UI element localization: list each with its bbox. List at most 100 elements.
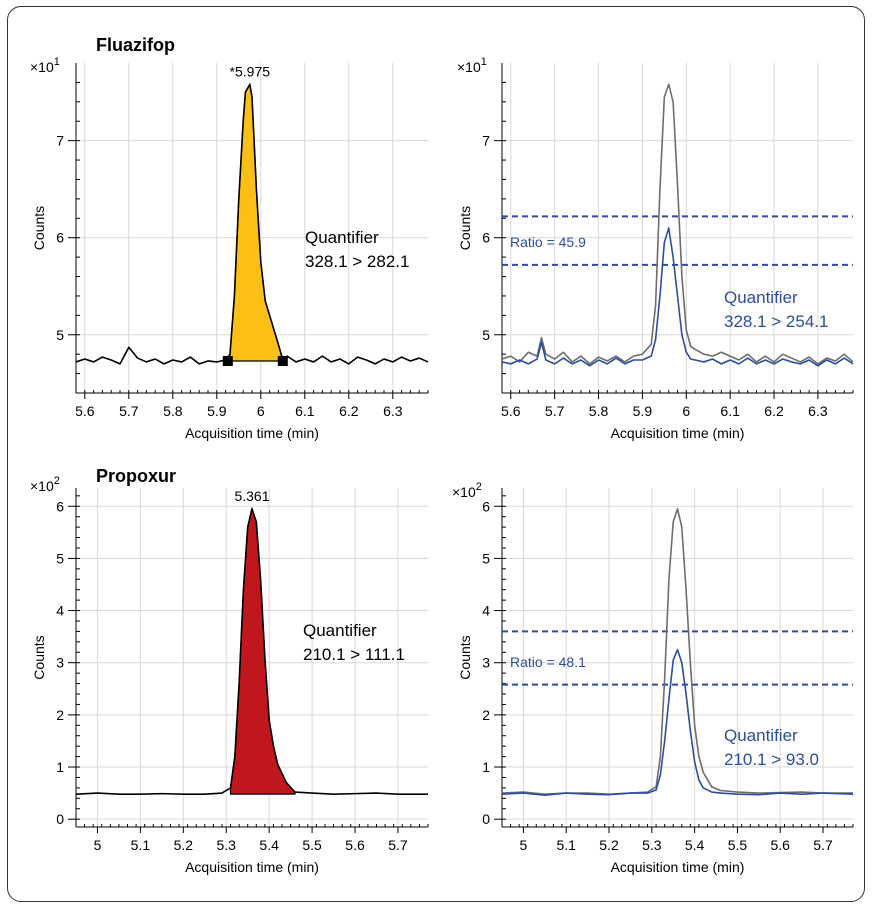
y-multiplier-exponent: 1 <box>54 56 60 68</box>
quantifier-label: Quantifier <box>724 726 798 745</box>
peak-label: 5.361 <box>234 488 269 504</box>
x-tick-label: 6.2 <box>339 403 359 419</box>
y-tick-label: 5 <box>482 550 490 566</box>
x-tick-label: 5.7 <box>813 837 833 853</box>
chart-panel-4: 5 5.1 5.2 5.3 5.4 5.5 5.6 5.7 0 1 2 3 4 5 6 Acquisition… <box>452 481 854 875</box>
peak-label: *5.975 <box>230 63 271 79</box>
x-tick-label: 6 <box>257 403 265 419</box>
x-tick-label: 6.3 <box>808 403 828 419</box>
transition-label: 328.1 > 282.1 <box>305 252 409 271</box>
x-tick-label: 5.9 <box>207 403 227 419</box>
y-multiplier: ×101 <box>30 56 60 75</box>
y-axis-label: Counts <box>457 635 473 679</box>
panel-title: Fluazifop <box>96 35 175 55</box>
y-multiplier-exponent: 2 <box>54 475 60 487</box>
y-multiplier: ×102 <box>30 475 60 494</box>
figure-frame <box>7 6 865 902</box>
x-tick-label: 5.3 <box>642 837 662 853</box>
x-axis-label: Acquisition time (min) <box>611 859 745 875</box>
x-tick-label: 5.5 <box>302 837 322 853</box>
x-tick-label: 5.1 <box>131 837 151 853</box>
x-tick-label: 5.6 <box>345 837 365 853</box>
x-tick-label: 6.2 <box>764 403 784 419</box>
y-multiplier-base: ×10 <box>457 59 481 75</box>
x-tick-label: 5.6 <box>75 403 95 419</box>
x-axis-label: Acquisition time (min) <box>611 425 745 441</box>
y-tick-label: 0 <box>56 811 64 827</box>
y-tick-label: 1 <box>56 759 64 775</box>
x-tick-label: 5 <box>94 837 102 853</box>
y-multiplier-exponent: 1 <box>481 56 487 68</box>
x-tick-label: 5.2 <box>174 837 194 853</box>
series-line-2 <box>501 648 854 796</box>
x-tick-label: 5 <box>520 837 528 853</box>
quantifier-label: Quantifier <box>303 621 377 640</box>
y-tick-label: 6 <box>56 498 64 514</box>
y-tick-label: 5 <box>482 327 490 343</box>
x-tick-label: 5.9 <box>633 403 653 419</box>
x-tick-label: 5.5 <box>728 837 748 853</box>
y-tick-label: 5 <box>56 327 64 343</box>
x-tick-label: 5.7 <box>119 403 139 419</box>
series-line-1 <box>75 83 429 365</box>
y-tick-label: 6 <box>482 498 490 514</box>
chart-panel-1: 5.6 5.7 5.8 5.9 6 6.1 6.2 6.3 5 6 7 Acquisition tim… <box>30 35 429 441</box>
x-tick-label: 5.6 <box>770 837 790 853</box>
series-line-1 <box>501 83 854 365</box>
ratio-label: Ratio = 48.1 <box>510 654 586 670</box>
y-multiplier: ×102 <box>452 481 482 500</box>
y-axis-label: Counts <box>457 206 473 250</box>
panel-title: Propoxur <box>96 466 176 486</box>
y-tick-label: 4 <box>482 603 490 619</box>
x-tick-label: 6.3 <box>383 403 403 419</box>
quantifier-label: Quantifier <box>305 228 379 247</box>
y-tick-label: 7 <box>56 133 64 149</box>
chart-panel-3: 5 5.1 5.2 5.3 5.4 5.5 5.6 5.7 0 1 2 3 4 5 6 Acquisition… <box>30 466 429 875</box>
y-multiplier: ×101 <box>457 56 487 75</box>
transition-label: 210.1 > 111.1 <box>303 645 405 664</box>
transition-label: 328.1 > 254.1 <box>724 312 828 331</box>
y-tick-label: 0 <box>482 811 490 827</box>
chart-panel-2: 5.6 5.7 5.8 5.9 6 6.1 6.2 6.3 5 6 7 Acquisition tim… <box>457 56 854 441</box>
x-tick-label: 5.4 <box>259 837 279 853</box>
integration-end-marker <box>277 355 288 366</box>
x-axis-label: Acquisition time (min) <box>185 425 319 441</box>
y-tick-label: 1 <box>482 759 490 775</box>
y-tick-label: 6 <box>482 230 490 246</box>
x-tick-label: 5.1 <box>556 837 576 853</box>
y-tick-label: 3 <box>482 655 490 671</box>
integrated-peak-area <box>226 82 284 362</box>
x-axis-label: Acquisition time (min) <box>185 859 319 875</box>
integration-start-marker <box>222 355 233 366</box>
x-tick-label: 6 <box>682 403 690 419</box>
series-line-2 <box>501 227 854 367</box>
x-tick-label: 5.6 <box>501 403 521 419</box>
x-tick-label: 5.7 <box>388 837 408 853</box>
y-tick-label: 6 <box>56 230 64 246</box>
y-tick-label: 2 <box>56 707 64 723</box>
y-tick-label: 4 <box>56 603 64 619</box>
y-tick-label: 3 <box>56 655 64 671</box>
y-multiplier-base: ×10 <box>30 478 54 494</box>
y-axis-label: Counts <box>31 635 47 679</box>
y-multiplier-exponent: 2 <box>476 481 482 493</box>
x-tick-label: 5.4 <box>685 837 705 853</box>
y-multiplier-base: ×10 <box>452 484 476 500</box>
transition-label: 210.1 > 93.0 <box>724 750 819 769</box>
y-tick-label: 5 <box>56 550 64 566</box>
ratio-label: Ratio = 45.9 <box>510 234 586 250</box>
y-tick-label: 2 <box>482 707 490 723</box>
series-line-1 <box>75 508 428 795</box>
x-tick-label: 5.3 <box>217 837 237 853</box>
y-tick-label: 7 <box>482 133 490 149</box>
y-axis-label: Counts <box>31 206 47 250</box>
x-tick-label: 5.7 <box>545 403 565 419</box>
x-tick-label: 6.1 <box>295 403 315 419</box>
x-tick-label: 5.8 <box>163 403 183 419</box>
x-tick-label: 6.1 <box>720 403 740 419</box>
quantifier-label: Quantifier <box>724 288 798 307</box>
x-tick-label: 5.8 <box>589 403 609 419</box>
y-multiplier-base: ×10 <box>30 59 54 75</box>
x-tick-label: 5.2 <box>599 837 619 853</box>
